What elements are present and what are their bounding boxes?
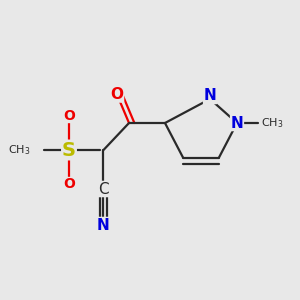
Text: S: S bbox=[62, 140, 76, 160]
Text: O: O bbox=[63, 178, 75, 191]
Text: N: N bbox=[204, 88, 216, 104]
Text: O: O bbox=[110, 87, 124, 102]
Text: N: N bbox=[97, 218, 110, 232]
Text: CH$_3$: CH$_3$ bbox=[261, 116, 284, 130]
Text: CH$_3$: CH$_3$ bbox=[8, 143, 30, 157]
Text: O: O bbox=[63, 109, 75, 122]
Text: N: N bbox=[231, 116, 243, 130]
Text: C: C bbox=[98, 182, 109, 196]
